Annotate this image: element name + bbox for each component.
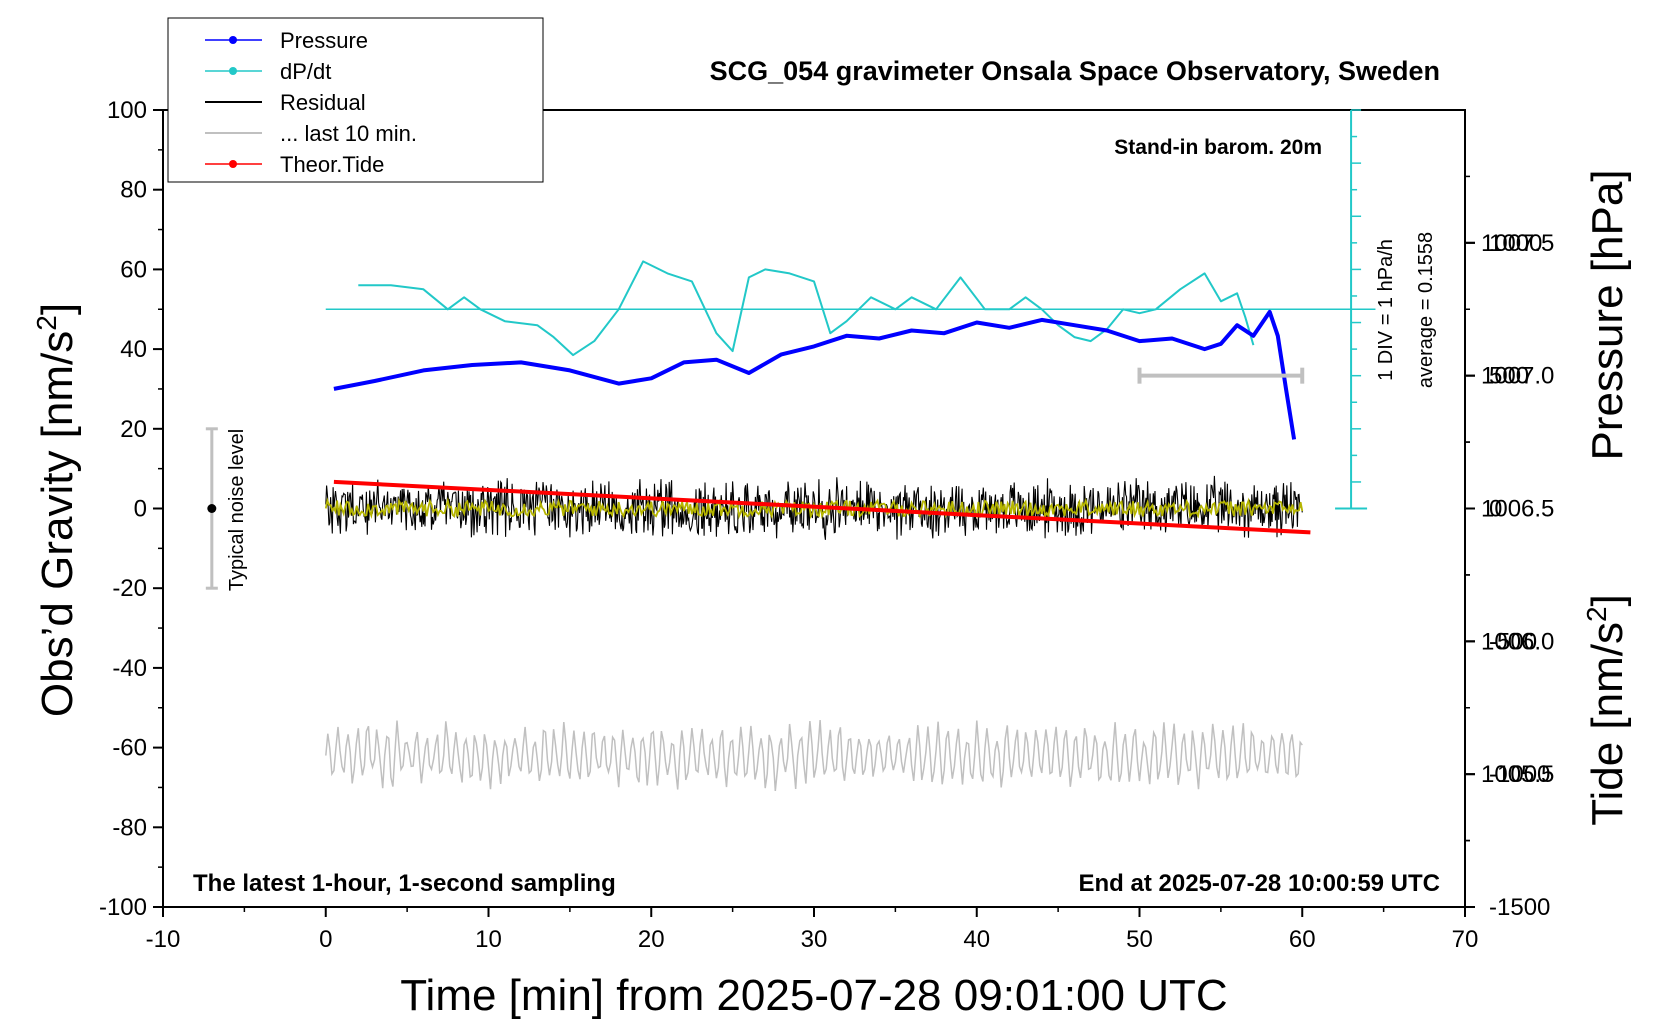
average-note: average = 0.1558: [1415, 232, 1437, 388]
y-left-tick-label: 0: [134, 496, 147, 523]
legend-label: ... last 10 min.: [280, 121, 417, 146]
x-tick-label: 60: [1289, 926, 1316, 953]
chart-title: SCG_054 gravimeter Onsala Space Observat…: [710, 56, 1440, 86]
legend-label: Theor.Tide: [280, 152, 384, 177]
x-tick-label: 10: [475, 926, 502, 953]
tide-tick-label: 500: [1489, 363, 1529, 390]
end-time-note: End at 2025-07-28 10:00:59 UTC: [1079, 870, 1441, 897]
barometer-note: Stand-in barom. 20m: [1114, 136, 1322, 159]
sampling-note: The latest 1-hour, 1-second sampling: [193, 870, 616, 897]
y-left-title-main: Obs’d Gravity [nm/s: [33, 331, 82, 717]
x-tick-label: 50: [1126, 926, 1153, 953]
y-left-tick-label: -80: [112, 814, 147, 841]
x-tick-label: 20: [638, 926, 665, 953]
pressure-tick-label: 1006.0: [1481, 628, 1554, 655]
x-tick-label: -10: [146, 926, 181, 953]
y-left-tick-label: 80: [120, 177, 147, 204]
y-left-tick-label: -60: [112, 735, 147, 762]
y-left-title-sup: 2: [31, 315, 62, 331]
scale-div-note: 1 DIV = 1 hPa/h: [1375, 239, 1397, 381]
y-axis-title-tide: Tide [nm/s2]: [1581, 594, 1632, 826]
tide-tick-label: -1500: [1489, 894, 1550, 921]
legend-swatch-marker: [229, 160, 237, 168]
tide-tick-label: 1000: [1489, 230, 1542, 257]
x-tick-label: 70: [1452, 926, 1479, 953]
tide-title-sup: 2: [1581, 606, 1612, 622]
y-left-tick-label: -20: [112, 575, 147, 602]
legend-swatch-marker: [229, 67, 237, 75]
y-axis-title-left: Obs’d Gravity [nm/s2]: [31, 303, 82, 717]
y-left-tick-label: 20: [120, 416, 147, 443]
y-left-tick-label: 60: [120, 256, 147, 283]
x-tick-label: 40: [963, 926, 990, 953]
legend-swatch-marker: [229, 36, 237, 44]
last-10-min-line: [325, 719, 1303, 791]
pressure-tick-label: 1007.5: [1481, 230, 1554, 257]
residual-line: [325, 475, 1303, 540]
tide-tick-label: 0: [1489, 496, 1502, 523]
residual-smoothed-line: [324, 497, 1304, 520]
y-left-title-close: ]: [33, 303, 82, 315]
chart-series: [205, 109, 1376, 791]
legend-label: Residual: [280, 90, 366, 115]
y-left-tick-label: 100: [107, 97, 147, 124]
legend: Pressure dP/dt Residual ... last 10 min. The…: [167, 17, 544, 183]
x-tick-label: 0: [319, 926, 332, 953]
legend-label: Pressure: [280, 28, 368, 53]
noise-bar-center: [207, 504, 217, 513]
x-tick-label: 30: [801, 926, 828, 953]
y-left-tick-label: -40: [112, 655, 147, 682]
x-axis-title: Time [min] from 2025-07-28 09:01:00 UTC: [400, 971, 1227, 1020]
noise-note: Typical noise level: [226, 429, 248, 591]
y-left-tick-label: -100: [99, 894, 147, 921]
dpdt-line: [358, 260, 1255, 357]
y-left-tick-label: 40: [120, 336, 147, 363]
y-axis-title-pressure: Pressure [hPa]: [1583, 169, 1632, 460]
tide-tick-label: -500: [1489, 628, 1537, 655]
tide-title-main: Tide [nm/s: [1583, 622, 1632, 826]
pressure-tick-label: 1007.0: [1481, 363, 1554, 390]
axis-ticks: [153, 109, 1475, 917]
legend-box: [167, 17, 544, 183]
pressure-tick-label: 1006.5: [1481, 496, 1554, 523]
axis-tick-labels: -10 0 10 20 30 40 50 60 70100806040200-20-40-60-…: [99, 97, 1554, 953]
pressure-line: [333, 309, 1297, 440]
pressure-tick-label: 1005.5: [1481, 761, 1554, 788]
legend-label: dP/dt: [280, 59, 331, 84]
legend-items: Pressure dP/dt Residual ... last 10 min. The…: [205, 28, 417, 177]
tide-line: [333, 479, 1311, 535]
tide-title-close: ]: [1583, 594, 1632, 606]
tide-tick-label: -1000: [1489, 761, 1550, 788]
